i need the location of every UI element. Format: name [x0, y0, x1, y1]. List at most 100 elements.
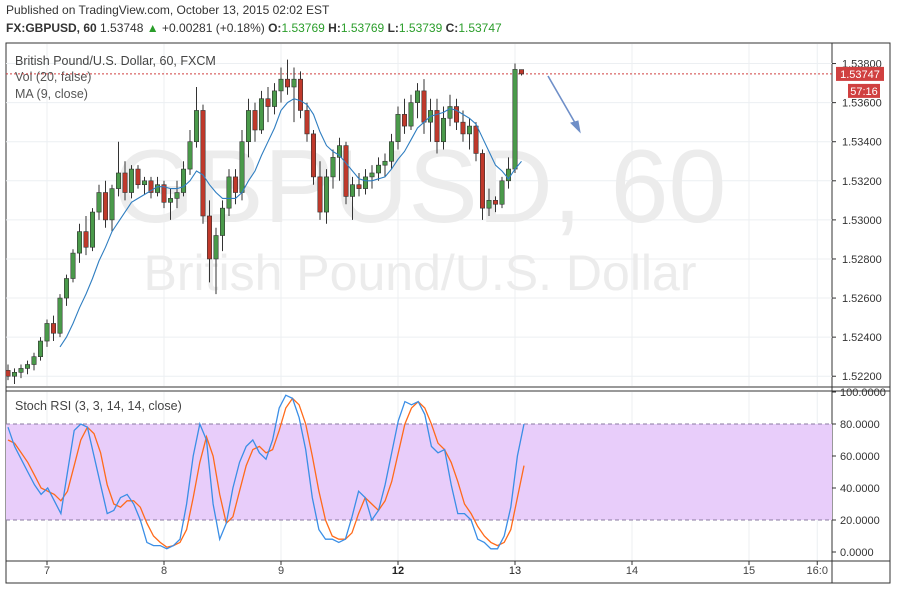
candle	[499, 176, 505, 209]
price-tick-label: 1.52800	[842, 254, 882, 266]
candle	[310, 129, 316, 185]
candle	[135, 165, 141, 189]
svg-text:1.53747: 1.53747	[840, 69, 880, 81]
candle	[90, 208, 96, 252]
moving-average-line	[59, 98, 522, 348]
candle	[50, 315, 56, 342]
close-value: 1.53747	[458, 21, 502, 35]
candle	[304, 102, 310, 142]
candle	[200, 104, 206, 224]
candle	[349, 176, 355, 220]
candle-body	[220, 207, 226, 236]
stoch-rsi-label[interactable]: Stoch RSI (3, 3, 14, 14, close)	[15, 399, 182, 413]
candle-body	[200, 110, 206, 217]
stoch-d-line	[7, 397, 525, 548]
low-label: L:	[387, 21, 399, 35]
candle-body	[434, 110, 440, 143]
chart-frame	[5, 42, 891, 584]
watermark-symbol: GBPUSD, 60	[114, 129, 727, 245]
time-tick-label: 12	[392, 565, 404, 577]
bar-countdown-tag: 57:16	[848, 83, 880, 98]
price-tick-label: 1.53200	[842, 176, 882, 188]
candle-body	[518, 69, 524, 75]
candle-body	[265, 98, 271, 107]
candle-body	[447, 106, 453, 119]
candle	[291, 67, 297, 123]
candle-body	[278, 78, 284, 92]
candle	[122, 161, 128, 201]
candle	[116, 141, 122, 197]
candle-body	[408, 102, 414, 127]
last-price-tag: 1.53747	[836, 66, 884, 81]
candle-body	[356, 184, 362, 189]
price-tick-label: 1.53400	[842, 137, 882, 149]
candle	[207, 200, 213, 283]
candle-body	[174, 192, 180, 199]
time-axis[interactable]: 7 8 9 12 13 14 15 16:0	[44, 561, 828, 577]
rsi-tick-label: 80.0000	[840, 419, 880, 431]
candle	[271, 83, 277, 115]
candle-body	[382, 160, 388, 166]
ma-indicator-label[interactable]: MA (9, close)	[15, 87, 88, 101]
symbol-label[interactable]: FX:GBPUSD, 60	[6, 21, 97, 35]
candle	[181, 161, 187, 197]
candle	[401, 98, 407, 134]
candle	[168, 188, 174, 220]
candle-body	[330, 157, 336, 178]
candle	[57, 294, 63, 338]
candle	[486, 188, 492, 216]
candle-body	[291, 78, 297, 88]
candle	[44, 319, 50, 347]
main-pane-title[interactable]: British Pound/U.S. Dollar, 60, FXCM	[15, 54, 216, 68]
candle-body	[194, 110, 200, 143]
candle-body	[343, 145, 349, 197]
candle	[297, 71, 303, 119]
candle	[220, 200, 226, 252]
candle	[5, 364, 11, 381]
candle	[369, 165, 375, 189]
candle	[460, 110, 466, 142]
candle-body	[103, 192, 109, 221]
candle	[343, 141, 349, 205]
candle-body	[148, 180, 154, 193]
candle	[213, 227, 219, 295]
candle-body	[246, 110, 252, 143]
forecast-arrow-icon[interactable]	[547, 75, 581, 134]
price-tick-label: 1.52200	[842, 371, 882, 383]
candle-body	[284, 78, 290, 88]
candle	[356, 172, 362, 197]
candle	[512, 63, 518, 173]
candle-body	[24, 364, 30, 369]
time-tick-label: 15	[743, 565, 755, 577]
candle-body	[252, 110, 258, 131]
candle-body	[233, 176, 239, 193]
candle	[317, 161, 323, 220]
candle-body	[271, 90, 277, 107]
candle	[194, 86, 200, 148]
candle-body	[70, 252, 76, 279]
candle-body	[155, 184, 161, 193]
candle	[388, 133, 394, 170]
watermark-name: British Pound/U.S. Dollar	[143, 245, 696, 301]
candle-body	[44, 323, 50, 342]
candlestick-series	[5, 59, 524, 385]
candle	[336, 137, 342, 181]
rsi-axis[interactable]: 100.0000 80.0000 60.0000 40.0000 20.0000 0.00…	[832, 387, 886, 559]
candle-body	[401, 114, 407, 127]
candle-body	[453, 106, 459, 123]
candle	[284, 59, 290, 95]
candle	[258, 90, 264, 134]
candle	[479, 149, 485, 220]
price-tick-label: 1.53000	[842, 215, 882, 227]
price-tick-label: 1.52400	[842, 332, 882, 344]
candle	[453, 98, 459, 130]
rsi-tick-label: 100.0000	[840, 387, 886, 399]
candle	[447, 94, 453, 127]
volume-indicator-label[interactable]: Vol (20, false)	[15, 70, 91, 84]
price-axis[interactable]: 1.538001.536001.534001.532001.530001.528…	[832, 59, 882, 384]
candle-body	[57, 297, 63, 334]
candle-body	[239, 141, 245, 193]
candle	[174, 180, 180, 209]
candle-body	[460, 121, 466, 135]
